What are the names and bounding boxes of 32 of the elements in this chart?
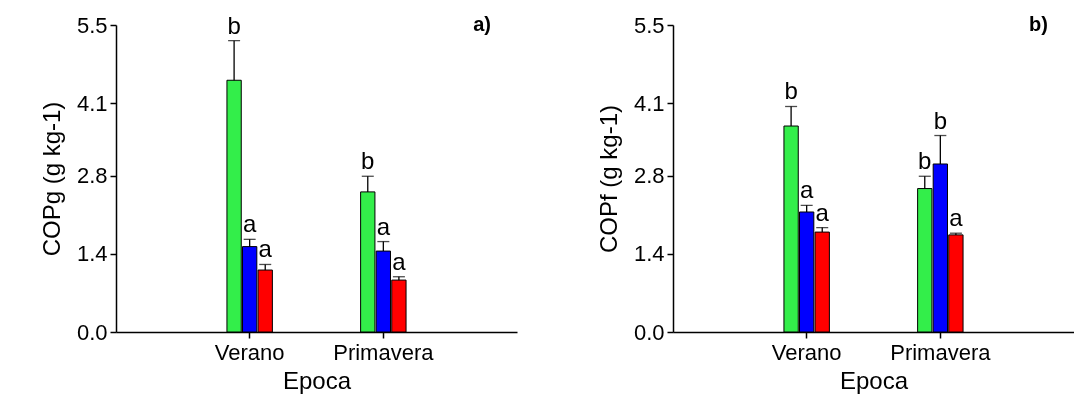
annotation: a — [376, 212, 391, 240]
x-tick-label: Primavera — [890, 339, 992, 365]
x-tick-label: Primavera — [333, 339, 435, 365]
annotation: b) — [1029, 13, 1048, 35]
annotation: a — [949, 204, 964, 232]
y-tick-label: 1.4 — [76, 241, 108, 267]
y-tick-label: 4.1 — [633, 90, 665, 116]
y-tick-label: 4.1 — [76, 90, 108, 116]
x-axis-title: Epoca — [282, 366, 352, 394]
x-tick-label: Verano — [771, 339, 842, 365]
y-tick-label: 5.5 — [76, 12, 108, 38]
annotation: a) — [473, 13, 491, 35]
annotation: b — [227, 11, 241, 39]
annotation: b — [784, 77, 798, 105]
y-axis-title: COPf (g kg-1) — [594, 104, 622, 254]
y-tick-label: 1.4 — [633, 241, 665, 267]
y-tick-label: 0.0 — [76, 319, 108, 345]
annotation: a — [392, 247, 407, 275]
annotation: a — [815, 198, 830, 226]
x-axis-title: Epoca — [839, 366, 909, 394]
y-tick-label: 2.8 — [76, 163, 108, 189]
y-tick-label: 2.8 — [633, 163, 665, 189]
y-tick-label: 0.0 — [633, 319, 665, 345]
annotation: a — [258, 235, 273, 263]
x-tick-label: Verano — [214, 339, 285, 365]
annotation: a — [242, 210, 257, 238]
y-axis-title: COPg (g kg-1) — [37, 101, 65, 257]
annotation: b — [918, 147, 932, 175]
y-tick-label: 5.5 — [633, 12, 665, 38]
annotation: b — [361, 147, 375, 175]
annotation: b — [933, 106, 948, 134]
annotation: a — [799, 176, 814, 204]
